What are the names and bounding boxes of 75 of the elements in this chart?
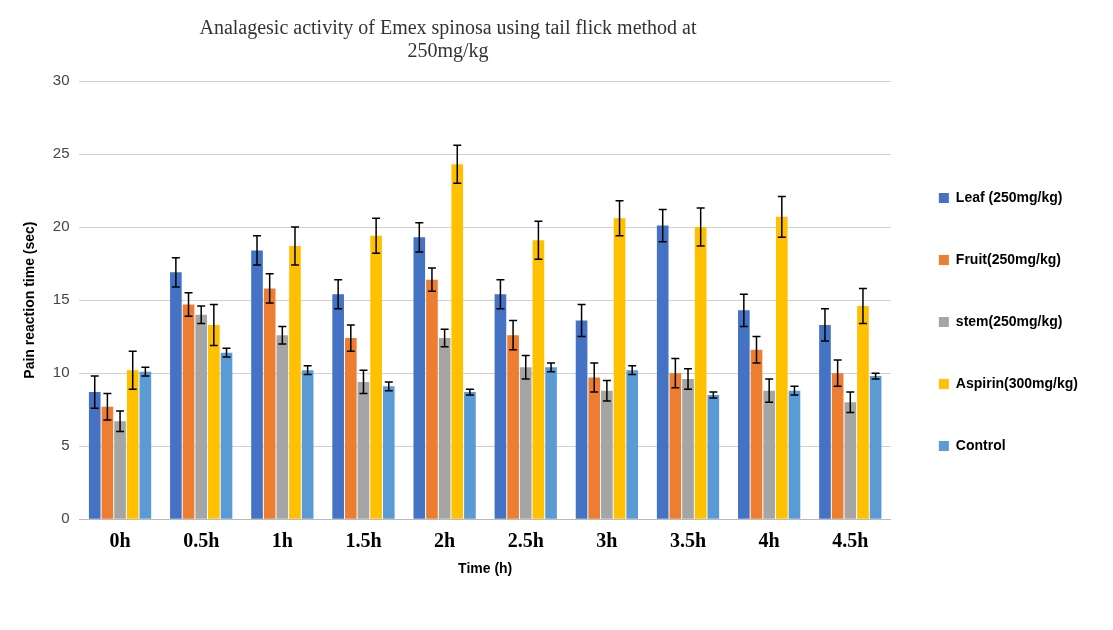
x-tick-label: 4h [758, 529, 780, 552]
y-tick-label: 15 [52, 290, 70, 308]
bar [519, 367, 532, 519]
x-tick-label: 3.5h [669, 529, 707, 552]
bar [669, 373, 682, 519]
chart-title: Analagesic activity of Emex spinosa using tail flick method at 250mg/kg [198, 15, 698, 62]
bar [694, 227, 707, 519]
bar [139, 371, 152, 519]
bar [220, 352, 233, 519]
legend-label: Aspirin(300mg/kg) [955, 374, 1078, 391]
bar [170, 272, 182, 519]
bar [195, 314, 208, 519]
y-tick-label: 10 [52, 363, 70, 381]
y-tick-label: 0 [61, 509, 70, 527]
bar [601, 390, 613, 519]
x-tick-label: 3h [596, 529, 618, 552]
bar [208, 324, 220, 519]
bar [251, 250, 263, 519]
legend-label: Leaf (250mg/kg) [955, 188, 1063, 205]
bar [831, 373, 844, 519]
bar [588, 377, 601, 519]
bar [263, 288, 276, 519]
x-tick-label: 1.5h [345, 529, 382, 552]
bar [413, 237, 426, 519]
x-tick-label: 0.5h [183, 529, 220, 552]
y-tick-label: 20 [52, 217, 70, 235]
bar [126, 370, 139, 519]
bar [382, 386, 395, 519]
bar [869, 376, 882, 519]
legend-label: Fruit(250mg/kg) [955, 250, 1061, 267]
bar [289, 246, 301, 519]
bar [656, 225, 669, 519]
y-tick-label: 5 [61, 436, 70, 454]
bar [301, 370, 314, 519]
bar [357, 381, 370, 519]
bar [707, 395, 720, 519]
legend-label: Control [955, 436, 1006, 453]
bar [494, 294, 507, 519]
bar [532, 240, 545, 519]
bar [819, 324, 831, 519]
bar [101, 406, 114, 519]
bar [844, 402, 857, 519]
bar [613, 218, 626, 519]
y-tick-label: 25 [52, 144, 70, 162]
bar [332, 294, 344, 519]
bar [370, 235, 382, 519]
bar [626, 370, 639, 519]
bar [182, 304, 195, 519]
bar [575, 320, 588, 519]
bar [451, 164, 464, 519]
bar [438, 338, 451, 519]
y-axis-title: Pain reaction time (sec) [21, 221, 38, 379]
bar [114, 421, 126, 519]
y-tick-label: 30 [52, 71, 70, 89]
x-tick-label: 2.5h [507, 529, 544, 552]
x-axis-title: Time (h) [458, 560, 513, 577]
bar [750, 349, 763, 519]
bar [344, 338, 357, 519]
bar [775, 216, 788, 519]
x-tick-label: 2h [434, 529, 456, 552]
bar [88, 392, 101, 519]
x-tick-label: 0h [109, 529, 131, 552]
x-tick-label: 4.5h [832, 529, 869, 552]
legend-label: stem(250mg/kg) [955, 312, 1063, 329]
bar [763, 390, 775, 519]
bar [426, 279, 438, 519]
bar [857, 305, 869, 519]
bar [682, 378, 694, 519]
bar [507, 335, 519, 519]
bar [738, 310, 750, 519]
bar [276, 335, 289, 519]
x-tick-label: 1h [271, 529, 293, 552]
bar [788, 390, 801, 519]
bar [464, 392, 476, 519]
bar [545, 367, 557, 519]
